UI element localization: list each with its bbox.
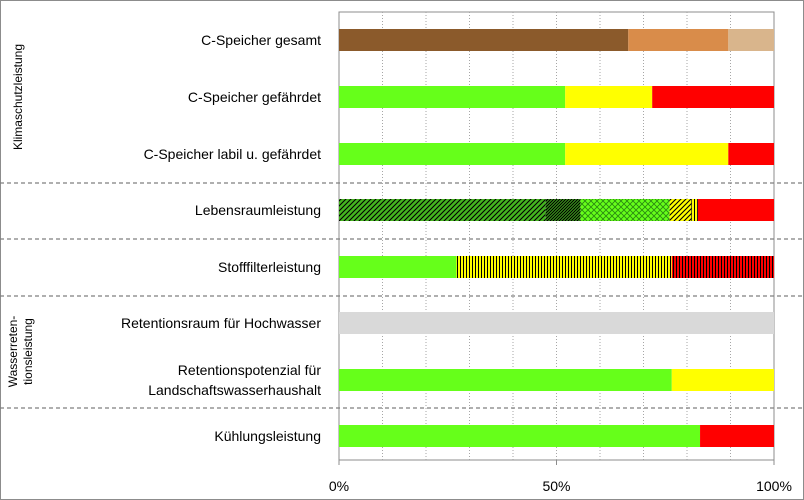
category-label: Kühlungsleistung [214,428,321,444]
bar-segment-5-2 [456,256,672,278]
bar-segment-5-1 [339,256,457,278]
bar-segment-4-4 [669,199,692,221]
plot-area [338,11,775,461]
bar-segment-4-1 [339,199,546,221]
bar-segment-7-2 [671,369,774,391]
bar-segment-3-3 [728,143,774,165]
bar-segment-4-6 [697,199,774,221]
group-label: tionsleistung [21,318,35,385]
bar-segment-2-2 [565,86,653,108]
x-tick-label: 50% [542,478,570,494]
bar-segment-8-2 [700,425,774,447]
x-tick-label: 0% [329,478,349,494]
category-label: Lebensraumleistung [195,202,321,218]
bar-segment-3-2 [565,143,729,165]
category-label: Retentionspotenzial für [178,362,322,378]
bar-segment-1-2 [628,29,729,51]
bar-segment-3-1 [339,143,566,165]
category-label: Retentionsraum für Hochwasser [121,315,321,331]
bar-segment-4-3 [580,199,670,221]
group-label: Wasserreten- [6,316,20,388]
bar-segment-4-2 [545,199,581,221]
bar-segment-2-3 [652,86,774,108]
category-label: Landschaftswasserhaushalt [148,382,321,398]
bar-segment-1-3 [728,29,774,51]
bar-segment-5-3 [671,256,774,278]
bar-segment-1-1 [339,29,629,51]
bar-segment-7-1 [339,369,672,391]
category-label: Stofffilterleistung [218,259,321,275]
bar-segment-6-1 [339,312,774,334]
bar-segment-4-5 [691,199,698,221]
category-label: C-Speicher gefährdet [188,89,321,105]
category-label: C-Speicher gesamt [201,32,321,48]
category-label: C-Speicher labil u. gefährdet [144,146,322,162]
x-tick-label: 100% [756,478,792,494]
bar-segment-8-1 [339,425,701,447]
bar-segment-2-1 [339,86,566,108]
group-label: Klimaschutzleistung [11,44,25,150]
